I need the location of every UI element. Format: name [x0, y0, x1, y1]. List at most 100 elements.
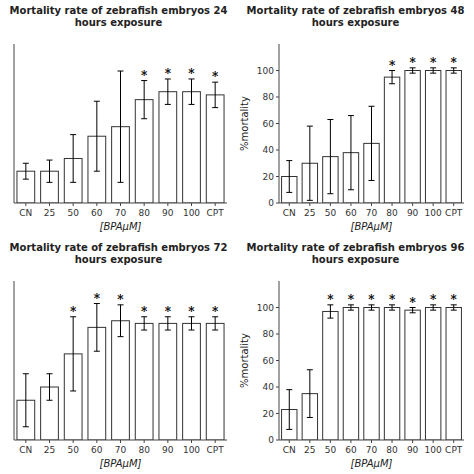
- y-tick-label: 40: [263, 382, 275, 392]
- title: Mortality rate of zebrafish embryos 48ho…: [247, 5, 465, 28]
- significance-mark: *: [430, 56, 437, 70]
- error-cap: [94, 351, 100, 352]
- x-tick-label: 80: [138, 208, 150, 218]
- x-tick-label: 100: [183, 445, 200, 455]
- error-stem: [49, 160, 50, 182]
- x-tick: [371, 203, 372, 206]
- error-cap: [47, 160, 53, 161]
- error-cap: [327, 119, 333, 120]
- plot-area: [17, 71, 224, 203]
- bar: [323, 311, 338, 440]
- x-tick-label: 50: [325, 208, 337, 218]
- error-cap: [189, 330, 195, 331]
- bar: [159, 323, 177, 440]
- x-tick-label: 50: [325, 445, 337, 455]
- x-tick-label: CN: [283, 208, 296, 218]
- significance-mark: *: [165, 67, 172, 81]
- error-bar: [348, 116, 354, 190]
- bar: [343, 308, 358, 441]
- x-tick-label: 50: [67, 445, 79, 455]
- bar: [384, 308, 399, 441]
- y-tick-label: 60: [263, 356, 275, 366]
- error-cap: [70, 390, 76, 391]
- error-cap: [94, 171, 100, 172]
- y-axis-label: %mortality: [239, 96, 250, 151]
- error-cap: [70, 182, 76, 183]
- panel: Mortality rate of zebrafish embryos 96ho…: [239, 242, 464, 469]
- x-tick-label: CPT: [445, 208, 463, 218]
- error-stem: [25, 163, 26, 179]
- significance-mark: *: [451, 293, 458, 307]
- y-axis: [14, 281, 15, 440]
- x-tick-label: 100: [183, 208, 200, 218]
- error-cap: [348, 310, 354, 311]
- x-tick: [73, 440, 74, 443]
- x-tick: [289, 440, 290, 443]
- bar: [135, 323, 153, 440]
- y-tick: [276, 203, 279, 204]
- error-bar: [118, 71, 124, 182]
- x-tick: [144, 203, 145, 206]
- y-axis: [14, 44, 15, 203]
- error-cap: [118, 336, 124, 337]
- error-cap: [369, 180, 375, 181]
- significance-mark: *: [212, 70, 219, 84]
- x-tick: [215, 203, 216, 206]
- x-tick-label: 60: [91, 208, 103, 218]
- y-tick-label: 80: [263, 329, 275, 339]
- error-cap: [430, 73, 436, 74]
- error-bar: [307, 126, 313, 200]
- error-cap: [430, 310, 436, 311]
- error-bar: [47, 374, 53, 401]
- error-cap: [451, 73, 457, 74]
- bar: [384, 77, 399, 203]
- plot-area: [282, 305, 462, 440]
- significance-mark: *: [368, 293, 375, 307]
- error-stem: [73, 317, 74, 391]
- error-stem: [96, 101, 97, 171]
- error-stem: [120, 71, 121, 182]
- bar: [425, 308, 440, 441]
- significance-mark: *: [430, 293, 437, 307]
- error-bar: [23, 163, 29, 179]
- y-tick-label: 60: [263, 119, 275, 129]
- bar: [364, 308, 379, 441]
- y-tick: [276, 440, 279, 441]
- significance-mark: *: [348, 293, 355, 307]
- y-tick-label: 0: [268, 435, 274, 445]
- x-tick: [191, 440, 192, 443]
- title-line: hours exposure: [312, 17, 400, 28]
- figure: Mortality rate of zebrafish embryos 24 ho…: [0, 0, 474, 474]
- title-line: Mortality rate of zebrafish embryos 72: [10, 242, 228, 253]
- significance-mark: *: [117, 293, 124, 307]
- error-cap: [286, 192, 292, 193]
- x-tick-label: CPT: [207, 208, 225, 218]
- title-line: Mortality rate of zebrafish embryos 24: [10, 5, 228, 16]
- error-cap: [286, 429, 292, 430]
- x-tick: [96, 203, 97, 206]
- error-bar: [23, 374, 29, 427]
- bar: [112, 321, 130, 440]
- x-tick-label: 70: [366, 208, 378, 218]
- error-cap: [141, 330, 147, 331]
- error-cap: [23, 426, 29, 427]
- title: Mortality rate of zebrafish embryos 96ho…: [247, 242, 465, 265]
- x-tick: [350, 440, 351, 443]
- x-tick-label: CN: [283, 445, 296, 455]
- error-bar: [70, 317, 76, 391]
- significance-mark: *: [409, 56, 416, 70]
- error-cap: [307, 126, 313, 127]
- x-tick: [215, 440, 216, 443]
- x-tick: [144, 440, 145, 443]
- significance-mark: *: [94, 292, 101, 306]
- significance-mark: *: [212, 305, 219, 319]
- significance-mark: *: [141, 69, 148, 83]
- error-bar: [369, 106, 375, 180]
- y-tick-label: 100: [257, 66, 274, 76]
- error-cap: [369, 106, 375, 107]
- error-cap: [389, 310, 395, 311]
- y-tick: [276, 307, 279, 308]
- x-tick: [412, 203, 413, 206]
- x-tick-label: 25: [304, 208, 315, 218]
- bar: [183, 323, 201, 440]
